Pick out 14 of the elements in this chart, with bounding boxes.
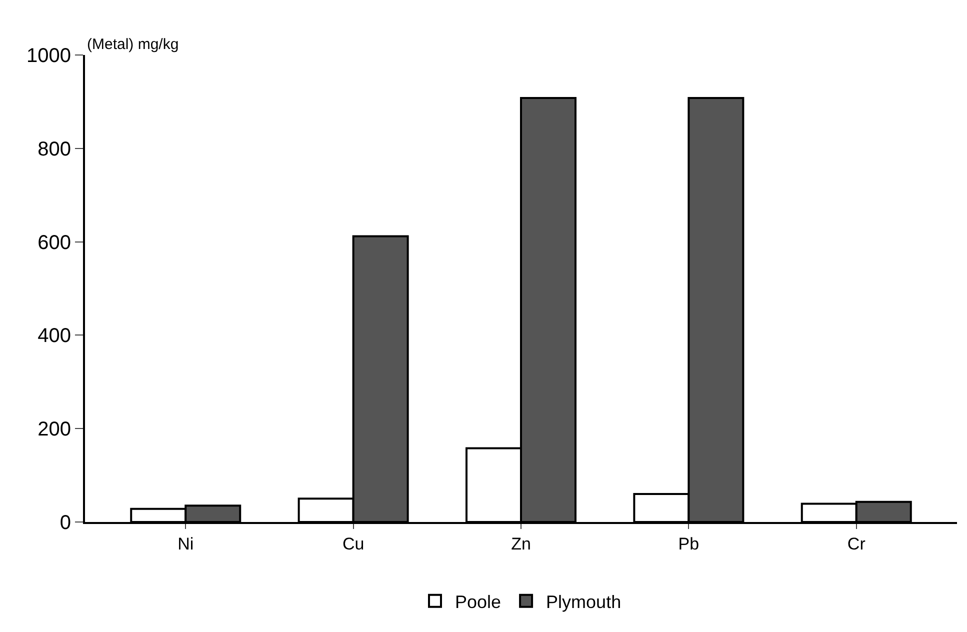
x-tick-label: Cu (342, 534, 364, 554)
x-tick-label: Ni (178, 534, 194, 554)
y-tick-label: 400 (38, 325, 71, 348)
y-tick-label: 0 (60, 512, 71, 534)
y-tick-label: 800 (38, 138, 71, 160)
y-tick-label: 200 (38, 418, 71, 441)
x-tick-label: Zn (511, 534, 531, 554)
y-tick-label: 1000 (26, 45, 71, 67)
y-tick-label: 600 (38, 232, 71, 254)
y-axis-title: (Metal) mg/kg (87, 36, 179, 53)
x-tick-label: Cr (847, 534, 866, 554)
legend-label: Plymouth (546, 592, 622, 612)
x-tick-label: Pb (678, 534, 700, 554)
legend-label: Poole (455, 592, 502, 612)
